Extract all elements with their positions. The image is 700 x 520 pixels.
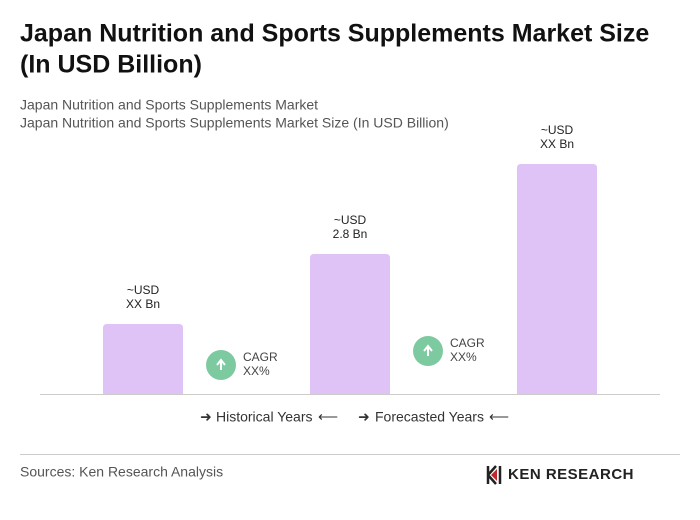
cagr-arrow bbox=[423, 344, 433, 356]
period-legend: ➜ Historical Years ⟵ ➜ Forecasted Years … bbox=[200, 409, 509, 425]
arrow: ⟵ bbox=[489, 409, 509, 425]
title: Japan Nutrition and Sports Supplements M… bbox=[20, 20, 649, 48]
arrow: ➜ bbox=[358, 409, 370, 425]
logo-text: KEN RESEARCH bbox=[508, 466, 634, 483]
cagr-label: CAGR bbox=[243, 350, 278, 364]
cagr-arrow bbox=[216, 358, 226, 370]
cagr-label: XX% bbox=[243, 364, 270, 378]
value-label: XX Bn bbox=[126, 297, 160, 311]
source: Sources: Ken Research Analysis bbox=[20, 464, 223, 480]
value-label: ~USD bbox=[334, 213, 367, 227]
logo-icon bbox=[491, 469, 497, 481]
value-label: XX Bn bbox=[540, 137, 574, 151]
period-label: Historical Years bbox=[216, 409, 313, 425]
cagr-label: CAGR bbox=[450, 336, 485, 350]
arrow: ➜ bbox=[200, 409, 212, 425]
bar bbox=[310, 254, 390, 394]
subtitle: Japan Nutrition and Sports Supplements M… bbox=[20, 97, 318, 113]
bar bbox=[103, 324, 183, 394]
logo-icon bbox=[486, 465, 502, 485]
value-label: ~USD bbox=[541, 123, 574, 137]
bar bbox=[517, 164, 597, 394]
value-label: 2.8 Bn bbox=[333, 227, 368, 241]
arrow: ⟵ bbox=[318, 409, 338, 425]
logo: KEN RESEARCH bbox=[486, 465, 634, 485]
title: (In USD Billion) bbox=[20, 51, 202, 79]
subtitle: Japan Nutrition and Sports Supplements M… bbox=[20, 115, 449, 131]
period-label: Forecasted Years bbox=[375, 409, 484, 425]
value-label: ~USD bbox=[127, 283, 160, 297]
cagr-label: XX% bbox=[450, 350, 477, 364]
